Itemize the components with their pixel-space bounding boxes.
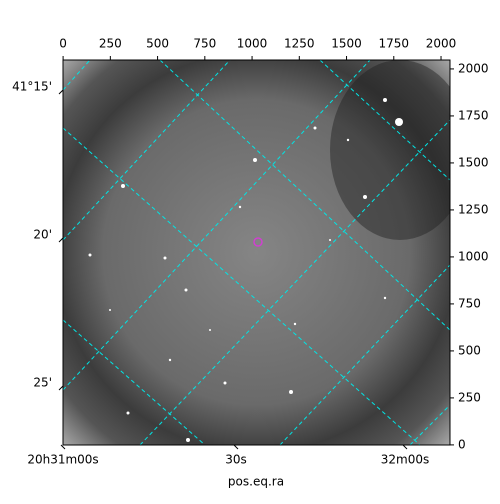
ra-tick-label: 30s <box>225 453 247 467</box>
dec-tick <box>58 385 64 391</box>
x-tick-label: 1500 <box>331 37 362 51</box>
dec-tick-label: 20' <box>33 228 52 242</box>
ra-tick <box>233 444 239 450</box>
ra-tick-label: 32m00s <box>381 453 429 467</box>
x-tick-label: 500 <box>146 37 169 51</box>
x-tick-label: 250 <box>99 37 122 51</box>
y-tick-label: 250 <box>458 390 481 404</box>
x-tick-label: 750 <box>193 37 216 51</box>
y-tick-label: 500 <box>458 343 481 357</box>
y-tick-label: 1000 <box>458 249 489 263</box>
dec-tick-label: 41°15' <box>12 80 52 94</box>
dec-tick-label: 25' <box>33 376 52 390</box>
x-tick-label: 0 <box>59 37 67 51</box>
x-axis-label: pos.eq.ra <box>228 475 284 489</box>
wcs-grid <box>63 60 450 445</box>
sky-image <box>63 60 450 445</box>
y-tick-label: 0 <box>458 437 466 451</box>
y-tick-label: 1250 <box>458 202 489 216</box>
ra-tick <box>60 444 66 450</box>
dec-tick <box>58 89 64 95</box>
axes-frame <box>62 59 451 446</box>
dec-tick <box>58 237 64 243</box>
y-tick-label: 1500 <box>458 155 489 169</box>
ra-tick <box>402 444 408 450</box>
x-tick-label: 2000 <box>426 37 457 51</box>
ra-tick-label: 20h31m00s <box>27 453 98 467</box>
y-tick-label: 1750 <box>458 108 489 122</box>
x-tick-label: 1250 <box>284 37 315 51</box>
y-tick-label: 750 <box>458 296 481 310</box>
y-tick-label: 2000 <box>458 61 489 75</box>
x-tick-label: 1750 <box>379 37 410 51</box>
x-tick-label: 1000 <box>237 37 268 51</box>
